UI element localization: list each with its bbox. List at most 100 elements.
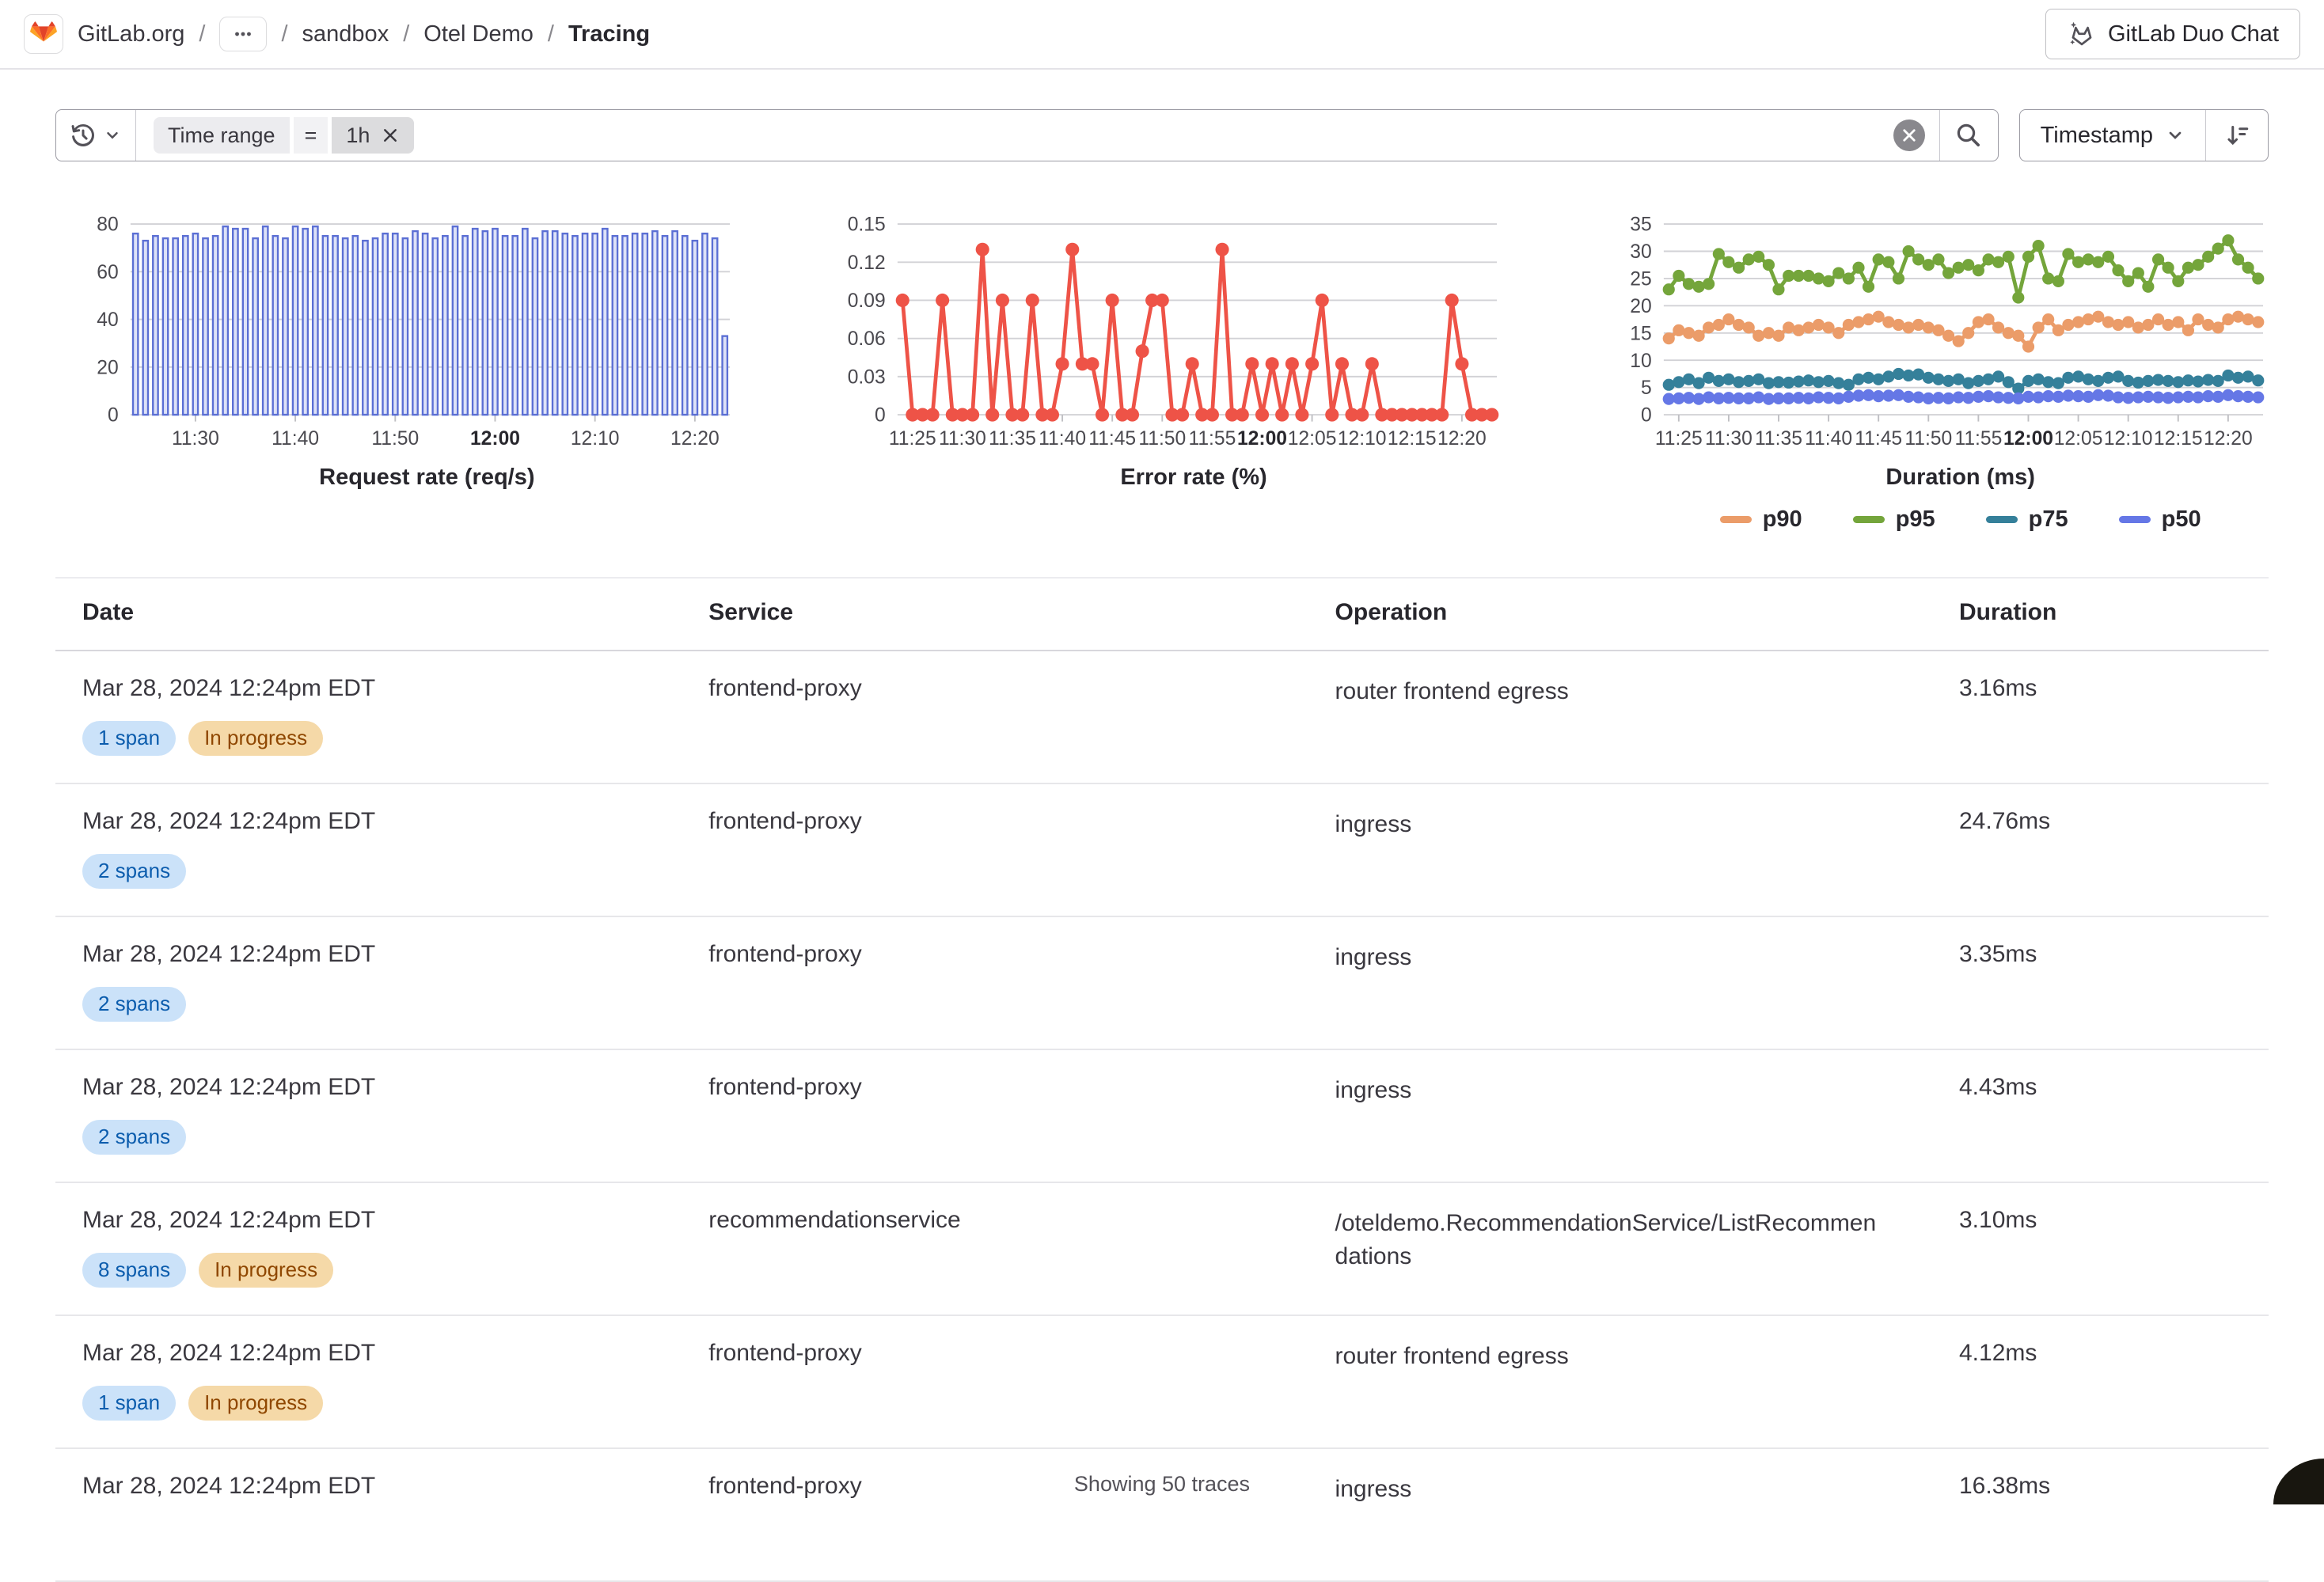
legend-item-p75[interactable]: p75: [1985, 506, 2068, 533]
chart-canvas[interactable]: 0 20 40 60 80 11:30 11:40 11:50 12:00 12:10 12:20: [55, 211, 735, 463]
trace-operation-cell: /oteldemo.RecommendationService/ListReco…: [1335, 1209, 1877, 1269]
duration-plot[interactable]: 0 5 10 15 20 25 30 35 11:25 11:30 11:35 11:40 11:45 1…: [1589, 211, 2269, 463]
svg-text:11:35: 11:35: [989, 428, 1036, 450]
trace-operation-cell: router frontend egress: [1335, 677, 1569, 704]
duo-chat-label: GitLab Duo Chat: [2107, 21, 2279, 47]
trace-date-cell: Mar 28, 2024 12:24pm EDT 2 spans: [55, 941, 682, 1022]
trace-service-cell: recommendationservice: [708, 1206, 961, 1233]
filter-token-key[interactable]: Time range: [154, 117, 290, 154]
breadcrumb-item-sandbox[interactable]: sandbox: [302, 21, 389, 47]
trace-duration-cell: 16.38ms: [1959, 1472, 2051, 1499]
search-button[interactable]: [1939, 110, 1998, 161]
span-count-badge: 8 spans: [82, 1252, 187, 1288]
filtered-search-bar[interactable]: Time range = 1h: [55, 109, 1999, 161]
search-history-button[interactable]: [56, 110, 136, 161]
status-badge: In progress: [188, 720, 324, 756]
table-row[interactable]: Mar 28, 2024 12:24pm EDT 2 spans frontend-…: [55, 784, 2269, 917]
status-badge: In progress: [199, 1252, 334, 1288]
svg-text:11:55: 11:55: [1188, 428, 1236, 450]
breadcrumb-item-group[interactable]: GitLab.org: [78, 21, 185, 47]
svg-text:12:20: 12:20: [1437, 428, 1487, 450]
svg-text:60: 60: [97, 262, 118, 283]
svg-text:11:30: 11:30: [939, 428, 986, 450]
svg-text:0: 0: [875, 405, 886, 427]
table-row[interactable]: Mar 28, 2024 12:24pm EDT frontend-proxy in…: [55, 1449, 2269, 1582]
svg-text:12:00: 12:00: [2003, 428, 2053, 450]
error-rate-plot[interactable]: 0 0.03 0.06 0.09 0.12 0.15 11:25 11:30 11:35 11:4…: [822, 211, 1502, 463]
table-header: Date Service Operation Duration: [55, 576, 2269, 651]
svg-text:0.06: 0.06: [847, 328, 885, 350]
span-count-badge: 2 spans: [82, 853, 187, 889]
svg-text:12:00: 12:00: [470, 428, 520, 450]
top-bar: GitLab.org / / sandbox / Otel Demo / Tra…: [0, 0, 2324, 70]
column-header-operation: Operation: [1335, 598, 1448, 625]
legend-item-p50[interactable]: p50: [2118, 506, 2201, 533]
table-row[interactable]: Mar 28, 2024 12:24pm EDT 1 span In progres…: [55, 1316, 2269, 1449]
chevron-down-icon: [2169, 131, 2182, 139]
tanuki-icon: [30, 21, 57, 42]
breadcrumb-separator: /: [547, 21, 554, 47]
svg-text:0.15: 0.15: [847, 214, 885, 236]
legend-item-p90[interactable]: p90: [1719, 506, 1802, 533]
svg-text:12:15: 12:15: [2154, 428, 2203, 450]
trace-badges: 2 spans: [82, 986, 634, 1022]
svg-text:0.03: 0.03: [847, 366, 885, 388]
trace-duration-cell: 3.35ms: [1959, 940, 2037, 967]
trace-duration-cell: 3.10ms: [1959, 1206, 2037, 1233]
legend-label: p50: [2161, 506, 2201, 532]
sort-direction-button[interactable]: [2206, 110, 2268, 161]
trace-date-cell: Mar 28, 2024 12:24pm EDT 1 span In progres…: [55, 1340, 682, 1421]
trace-badges: 2 spans: [82, 853, 634, 889]
duo-chat-button[interactable]: GitLab Duo Chat: [2045, 9, 2300, 59]
chart-title: Duration (ms): [1885, 464, 2035, 490]
table-row[interactable]: Mar 28, 2024 12:24pm EDT 8 spans In progre…: [55, 1183, 2269, 1316]
sort-field-dropdown[interactable]: Timestamp: [2020, 110, 2206, 161]
sort-field-label: Timestamp: [2040, 122, 2153, 148]
trace-service-cell: frontend-proxy: [708, 807, 862, 834]
clear-search-button[interactable]: [1893, 120, 1925, 151]
table-row[interactable]: Mar 28, 2024 12:24pm EDT 1 span In progres…: [55, 651, 2269, 784]
legend-swatch: [1719, 515, 1752, 523]
svg-text:11:40: 11:40: [1039, 428, 1086, 450]
svg-text:5: 5: [1641, 377, 1652, 399]
column-header-date: Date: [82, 598, 135, 625]
trace-operation-cell: ingress: [1335, 1076, 1412, 1103]
trace-date-cell: Mar 28, 2024 12:24pm EDT 2 spans: [55, 1074, 682, 1155]
svg-text:11:45: 11:45: [1855, 428, 1903, 450]
svg-text:12:20: 12:20: [670, 428, 720, 450]
svg-text:11:50: 11:50: [1138, 428, 1186, 450]
trace-operation-cell: ingress: [1335, 810, 1412, 837]
table-row[interactable]: Mar 28, 2024 12:24pm EDT 2 spans frontend-…: [55, 1050, 2269, 1183]
table-row[interactable]: Mar 28, 2024 12:24pm EDT 2 spans frontend-…: [55, 917, 2269, 1050]
breadcrumb-item-tracing: Tracing: [568, 21, 651, 47]
svg-text:11:50: 11:50: [1905, 428, 1953, 450]
metrics-charts: 0 20 40 60 80 11:30 11:40 11:50 12:00 12:10 12:20 …: [0, 211, 2324, 533]
filter-token-value[interactable]: 1h: [332, 117, 415, 154]
filter-token-operator[interactable]: =: [293, 117, 328, 154]
chart-title: Error rate (%): [1120, 464, 1267, 490]
table-body: Mar 28, 2024 12:24pm EDT 1 span In progres…: [55, 651, 2269, 1582]
request-rate-chart: 0 20 40 60 80 11:30 11:40 11:50 12:00 12:10 12:20 …: [55, 211, 735, 491]
svg-text:0.12: 0.12: [847, 252, 885, 274]
svg-text:12:10: 12:10: [571, 428, 620, 450]
trace-service-cell: frontend-proxy: [708, 674, 862, 701]
sort-controls: Timestamp: [2018, 109, 2269, 161]
span-count-badge: 1 span: [82, 720, 177, 756]
svg-text:25: 25: [1631, 268, 1652, 290]
gitlab-tanuki-logo[interactable]: [24, 14, 63, 54]
breadcrumb-item-otel-demo[interactable]: Otel Demo: [423, 21, 534, 47]
breadcrumb-ellipsis-button[interactable]: [219, 17, 268, 51]
legend-item-p95[interactable]: p95: [1852, 506, 1935, 533]
duration-legend: p90 p95 p75 p50: [1589, 506, 2269, 533]
svg-text:11:55: 11:55: [1955, 428, 2003, 450]
trace-service-cell: frontend-proxy: [708, 940, 862, 967]
svg-text:0: 0: [108, 405, 119, 427]
breadcrumb: GitLab.org / / sandbox / Otel Demo / Tra…: [24, 14, 650, 54]
legend-swatch: [1985, 515, 2018, 523]
request-rate-plot[interactable]: 0 20 40 60 80 11:30 11:40 11:50 12:00 12:10 12:20: [55, 211, 735, 463]
close-icon[interactable]: [381, 126, 400, 145]
filter-row: Time range = 1h: [55, 109, 2269, 161]
